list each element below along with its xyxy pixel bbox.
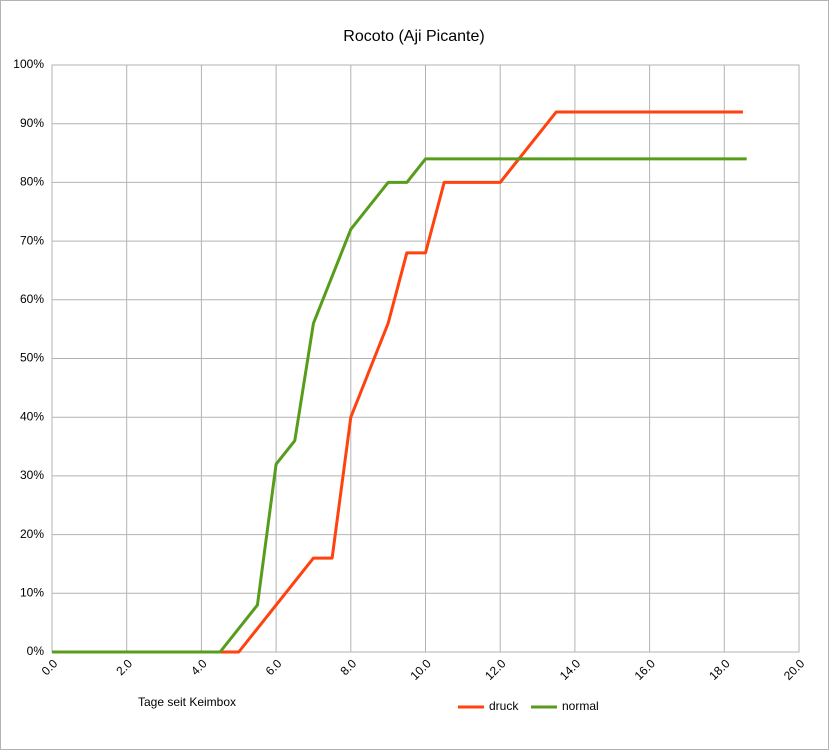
- y-tick-label: 20%: [20, 527, 44, 541]
- y-tick-label: 40%: [20, 409, 44, 423]
- y-tick-label: 70%: [20, 233, 44, 247]
- data-line: [52, 110, 743, 654]
- legend-label: druck: [489, 699, 519, 713]
- legend-label: normal: [562, 699, 599, 713]
- chart-title: Rocoto (Aji Picante): [343, 28, 484, 45]
- y-tick-label: 50%: [20, 351, 44, 365]
- y-tick-label: 90%: [20, 116, 44, 130]
- y-tick-label: 0%: [27, 644, 45, 658]
- y-tick-label: 10%: [20, 585, 44, 599]
- y-tick-label: 30%: [20, 468, 44, 482]
- y-tick-label: 80%: [20, 175, 44, 189]
- x-axis-title: Tage seit Keimbox: [138, 695, 236, 709]
- data-line: [52, 157, 747, 654]
- y-tick-label: 100%: [13, 57, 44, 71]
- y-tick-label: 60%: [20, 292, 44, 306]
